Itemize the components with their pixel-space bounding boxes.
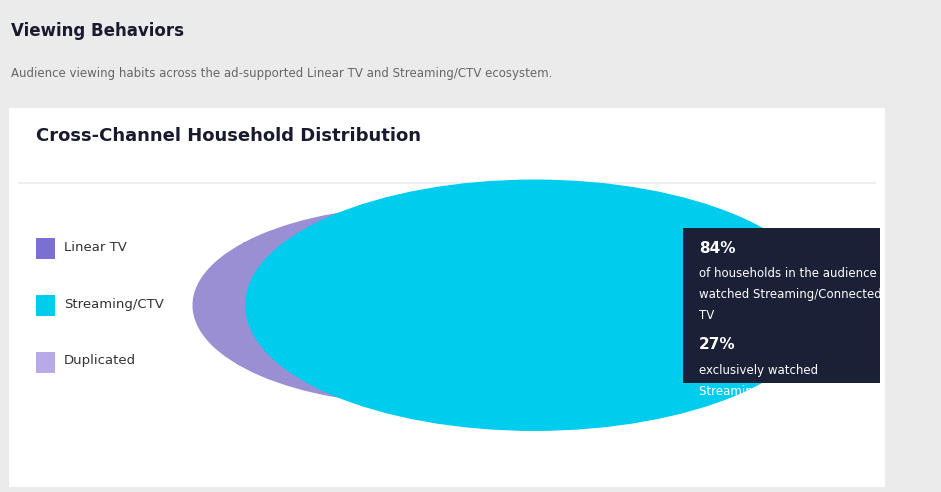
- Bar: [36, 238, 55, 259]
- Text: watched Streaming/Connected: watched Streaming/Connected: [699, 288, 882, 301]
- Text: 84%: 84%: [699, 241, 736, 256]
- Bar: [18, 182, 876, 184]
- Circle shape: [193, 207, 648, 404]
- Bar: [36, 295, 55, 316]
- Text: Linear TV: Linear TV: [64, 241, 126, 254]
- Circle shape: [246, 180, 823, 430]
- Text: 27%: 27%: [241, 298, 271, 310]
- Text: 16%: 16%: [241, 241, 271, 254]
- Text: Duplicated: Duplicated: [64, 354, 136, 368]
- Text: 57%: 57%: [241, 354, 271, 368]
- Text: Streaming/Connected TV: Streaming/Connected TV: [699, 385, 847, 398]
- Text: Audience viewing habits across the ad-supported Linear TV and Streaming/CTV ecos: Audience viewing habits across the ad-su…: [11, 67, 552, 80]
- Text: exclusively watched: exclusively watched: [699, 364, 818, 377]
- Text: Cross-Channel Household Distribution: Cross-Channel Household Distribution: [36, 127, 421, 145]
- Text: Streaming/CTV: Streaming/CTV: [64, 298, 164, 310]
- Text: TV: TV: [699, 309, 714, 322]
- FancyBboxPatch shape: [683, 228, 880, 383]
- FancyBboxPatch shape: [1, 104, 893, 491]
- Text: of households in the audience: of households in the audience: [699, 267, 877, 280]
- Bar: [36, 352, 55, 372]
- Text: 27%: 27%: [699, 338, 736, 352]
- Text: Viewing Behaviors: Viewing Behaviors: [11, 22, 184, 40]
